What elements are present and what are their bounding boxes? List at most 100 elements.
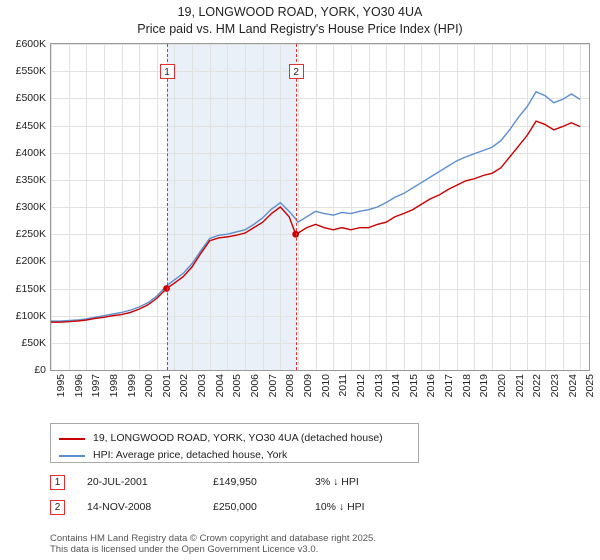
sale-marker-line <box>166 44 168 370</box>
y-axis-tick-label: £500K <box>15 92 46 105</box>
sale-marker-box: 1 <box>159 64 175 79</box>
gridline-vertical <box>474 44 476 370</box>
legend-color-swatch <box>59 455 85 457</box>
x-axis-tick-label: 2001 <box>160 374 173 398</box>
footer-licence: This data is licensed under the Open Gov… <box>50 544 319 555</box>
x-axis-tick-label: 1996 <box>72 374 85 398</box>
x-axis-tick-label: 2022 <box>531 374 544 398</box>
x-axis-tick-label: 2014 <box>390 374 403 398</box>
x-axis-tick-label: 1999 <box>125 374 138 398</box>
sale-record-date: 20-JUL-2001 <box>87 476 148 488</box>
x-axis-tick-label: 2003 <box>196 374 209 398</box>
sale-record-price: £149,950 <box>213 476 257 488</box>
x-axis-tick-label: 2012 <box>354 374 367 398</box>
x-axis-tick-label: 2005 <box>231 374 244 398</box>
gridline-vertical <box>439 44 441 370</box>
gridline-horizontal <box>51 44 589 45</box>
x-axis-tick-label: 2013 <box>372 374 385 398</box>
page-subtitle: Price paid vs. HM Land Registry's House … <box>137 22 463 36</box>
x-axis-tick-label: 2006 <box>249 374 262 398</box>
x-axis-tick-label: 2021 <box>513 374 526 398</box>
x-axis-tick-label: 1997 <box>90 374 103 398</box>
gridline-vertical <box>403 44 405 370</box>
x-axis-tick-label: 2007 <box>266 374 279 398</box>
gridline-vertical <box>86 44 88 370</box>
y-axis-tick-label: £0 <box>34 364 46 376</box>
gridline-vertical <box>386 44 388 370</box>
x-axis-tick-label: 2004 <box>213 374 226 398</box>
y-axis-tick-label: £400K <box>15 146 46 159</box>
legend-item: HPI: Average price, detached house, York <box>59 448 409 464</box>
gridline-vertical <box>121 44 123 370</box>
x-axis-tick-label: 2002 <box>178 374 191 398</box>
gridline-vertical <box>192 44 194 370</box>
gridline-vertical <box>527 44 529 370</box>
series-line <box>51 90 581 322</box>
gridline-vertical <box>350 44 352 370</box>
legend-item: 19, LONGWOOD ROAD, YORK, YO30 4UA (detac… <box>59 431 409 447</box>
x-axis-tick-label: 2000 <box>143 374 156 398</box>
x-axis-tick-label: 2025 <box>584 374 597 398</box>
gridline-vertical <box>139 44 141 370</box>
x-axis-tick-label: 2020 <box>495 374 508 398</box>
x-axis-tick-label: 2011 <box>337 374 350 397</box>
y-axis-tick-label: £50K <box>21 336 46 349</box>
gridline-horizontal <box>51 207 589 208</box>
sale-record-hpi-delta: 3% ↓ HPI <box>315 476 359 488</box>
gridline-horizontal <box>51 370 589 371</box>
gridline-vertical <box>509 44 511 370</box>
page-title: 19, LONGWOOD ROAD, YORK, YO30 4UA <box>177 5 423 19</box>
footer-copyright: Contains HM Land Registry data © Crown c… <box>50 533 376 544</box>
y-axis-tick-label: £100K <box>15 309 46 322</box>
gridline-horizontal <box>51 261 589 263</box>
y-axis-tick-label: £450K <box>15 119 46 132</box>
gridline-horizontal <box>51 288 589 290</box>
gridline-horizontal <box>51 234 589 236</box>
x-axis-tick-label: 2024 <box>566 374 579 398</box>
gridline-horizontal <box>51 152 589 154</box>
x-axis-tick-label: 2010 <box>319 374 332 398</box>
y-axis-tick-label: £150K <box>15 282 46 295</box>
gridline-vertical <box>245 44 247 370</box>
legend-label: HPI: Average price, detached house, York <box>93 449 288 461</box>
gridline-vertical <box>315 44 317 370</box>
x-axis-tick-label: 2023 <box>548 374 561 398</box>
sale-marker-line <box>295 44 297 370</box>
gridline-vertical <box>209 44 211 370</box>
y-axis-tick-label: £600K <box>15 38 46 50</box>
sale-record-row: 2 14-NOV-2008 £250,000 10% ↓ HPI <box>50 500 450 516</box>
gridline-vertical <box>51 44 52 370</box>
gridline-vertical <box>580 44 582 370</box>
gridline-vertical <box>544 44 546 370</box>
chart-series-layer <box>51 90 581 323</box>
gridline-vertical <box>333 44 335 370</box>
gridline-vertical <box>156 44 158 370</box>
x-axis-tick-label: 2018 <box>460 374 473 398</box>
y-axis-tick-label: £350K <box>15 173 46 186</box>
gridline-vertical <box>297 44 299 370</box>
chart-plot-area <box>50 43 590 371</box>
gridline-horizontal <box>51 315 589 317</box>
gridline-horizontal <box>51 98 589 100</box>
x-axis-tick-label: 2009 <box>301 374 314 398</box>
chart-legend: 19, LONGWOOD ROAD, YORK, YO30 4UA (detac… <box>50 423 419 463</box>
gridline-vertical <box>227 44 229 370</box>
gridline-horizontal <box>51 179 589 181</box>
x-axis-tick-label: 2016 <box>425 374 438 398</box>
gridline-vertical <box>103 44 105 370</box>
x-axis-tick-label: 2008 <box>284 374 297 398</box>
gridline-vertical <box>491 44 493 370</box>
y-axis-tick-label: £250K <box>15 228 46 241</box>
x-axis-tick-label: 2015 <box>407 374 420 398</box>
x-axis-tick-label: 2017 <box>443 374 456 398</box>
legend-label: 19, LONGWOOD ROAD, YORK, YO30 4UA (detac… <box>93 432 383 444</box>
x-axis-tick-label: 1998 <box>107 374 120 398</box>
x-axis-tick-label: 2019 <box>478 374 491 398</box>
y-axis-tick-label: £300K <box>15 201 46 213</box>
gridline-vertical <box>562 44 564 370</box>
sale-record-row: 1 20-JUL-2001 £149,950 3% ↓ HPI <box>50 475 450 491</box>
y-axis-tick-label: £550K <box>15 65 46 78</box>
gridline-horizontal <box>51 71 589 73</box>
gridline-vertical <box>68 44 70 370</box>
